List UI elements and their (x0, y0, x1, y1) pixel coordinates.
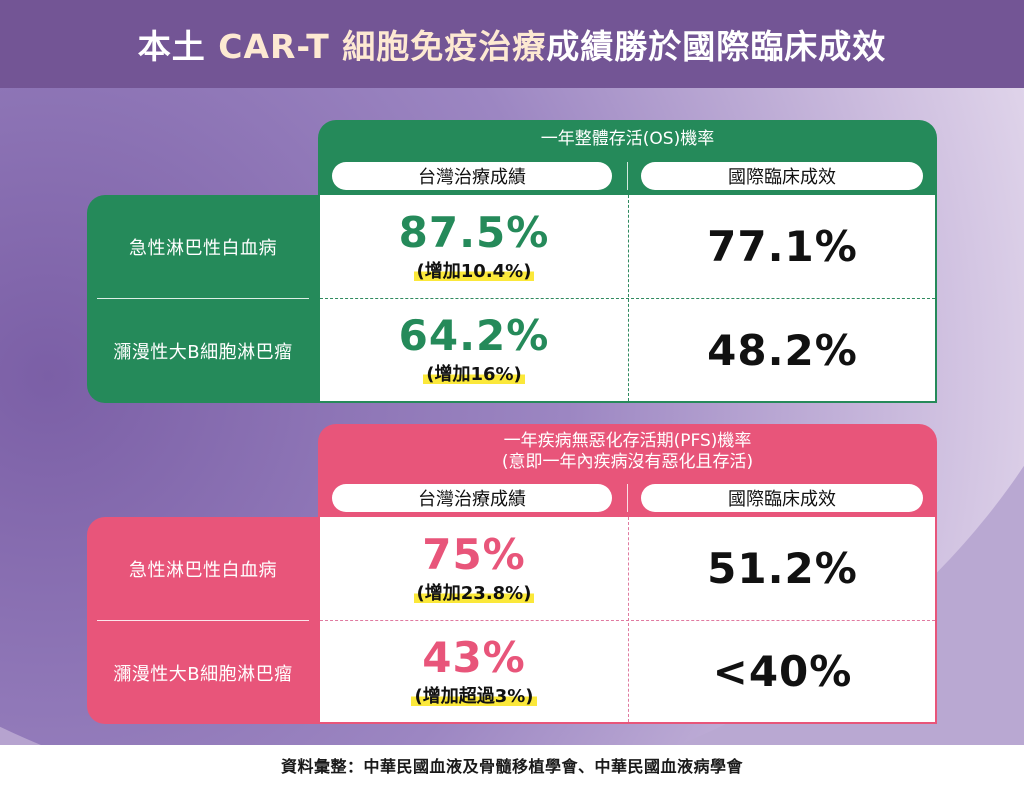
column-divider (628, 517, 629, 722)
pfs-all-taiwan-value: 75% (422, 529, 526, 579)
os-all-taiwan-cell: 87.5% (增加10.4%) (320, 195, 628, 298)
pfs-column-international: 國際臨床成效 (641, 484, 923, 512)
os-caption: 一年整體存活(OS)機率 (540, 129, 715, 149)
pfs-table-header: 一年疾病無惡化存活期(PFS)機率 (意即一年內疾病沒有惡化且存活) 台灣治療成… (318, 424, 937, 518)
pfs-row-labels: 急性淋巴性白血病 瀰漫性大B細胞淋巴瘤 (87, 517, 319, 724)
title-banner: 本土 CAR-T 細胞免疫治療成績勝於國際臨床成效 (0, 0, 1024, 88)
os-value-cells: 87.5% (增加10.4%) 77.1% 64.2% (增加16%) 48.2… (318, 195, 937, 403)
os-all-international-value: 77.1% (707, 222, 858, 271)
column-separator (627, 484, 628, 512)
os-column-international: 國際臨床成效 (641, 162, 923, 190)
column-separator (627, 162, 628, 190)
os-row-label-all: 急性淋巴性白血病 (129, 237, 277, 259)
pfs-dlbcl-increase: (增加超過3%) (411, 681, 537, 708)
pfs-all-international-cell: 51.2% (628, 517, 937, 620)
pfs-dlbcl-international-cell: <40% (628, 621, 937, 722)
pfs-all-increase: (增加23.8%) (413, 578, 535, 605)
os-all-taiwan-value: 87.5% (398, 207, 550, 257)
row-divider (320, 298, 935, 299)
page-title: 本土 CAR-T 細胞免疫治療成績勝於國際臨床成效 (138, 20, 887, 68)
source-note: 資料彙整：中華民國血液及骨髓移植學會、中華民國血液病學會 (280, 757, 743, 776)
os-column-taiwan: 台灣治療成績 (332, 162, 612, 190)
pfs-all-taiwan-cell: 75% (增加23.8%) (320, 517, 628, 620)
os-dlbcl-taiwan-cell: 64.2% (增加16%) (320, 299, 628, 401)
pfs-caption-line1: 一年疾病無惡化存活期(PFS)機率 (503, 431, 752, 451)
pfs-value-cells: 75% (增加23.8%) 51.2% 43% (增加超過3%) <40% (318, 517, 937, 724)
pfs-column-headers: 台灣治療成績 國際臨床成效 (318, 484, 937, 512)
pfs-column-taiwan: 台灣治療成績 (332, 484, 612, 512)
footer: 資料彙整：中華民國血液及骨髓移植學會、中華民國血液病學會 (0, 745, 1024, 785)
title-highlight: CAR-T 細胞免疫治療 (218, 27, 547, 66)
os-dlbcl-international-cell: 48.2% (628, 299, 937, 401)
os-all-international-cell: 77.1% (628, 195, 937, 298)
pfs-row-label-all: 急性淋巴性白血病 (129, 559, 277, 581)
pfs-row-label-dlbcl: 瀰漫性大B細胞淋巴瘤 (113, 663, 293, 685)
pfs-dlbcl-international-value: <40% (712, 647, 853, 696)
row-divider (97, 298, 309, 299)
pfs-all-international-value: 51.2% (707, 544, 858, 593)
os-table-header: 一年整體存活(OS)機率 台灣治療成績 國際臨床成效 (318, 120, 937, 196)
row-divider (320, 620, 935, 621)
title-suffix: 成績勝於國際臨床成效 (546, 27, 887, 66)
os-all-increase: (增加10.4%) (413, 256, 535, 283)
row-divider (97, 620, 309, 621)
pfs-caption-line2: (意即一年內疾病沒有惡化且存活) (501, 452, 754, 472)
os-dlbcl-taiwan-value: 64.2% (398, 311, 550, 360)
os-dlbcl-international-value: 48.2% (707, 325, 858, 375)
os-dlbcl-increase: (增加16%) (423, 360, 525, 386)
pfs-dlbcl-taiwan-cell: 43% (增加超過3%) (320, 621, 628, 722)
pfs-dlbcl-taiwan-value: 43% (422, 632, 526, 682)
os-column-headers: 台灣治療成績 國際臨床成效 (318, 162, 937, 190)
os-row-labels: 急性淋巴性白血病 瀰漫性大B細胞淋巴瘤 (87, 195, 319, 403)
title-prefix: 本土 (137, 27, 219, 66)
os-row-label-dlbcl: 瀰漫性大B細胞淋巴瘤 (113, 342, 293, 363)
